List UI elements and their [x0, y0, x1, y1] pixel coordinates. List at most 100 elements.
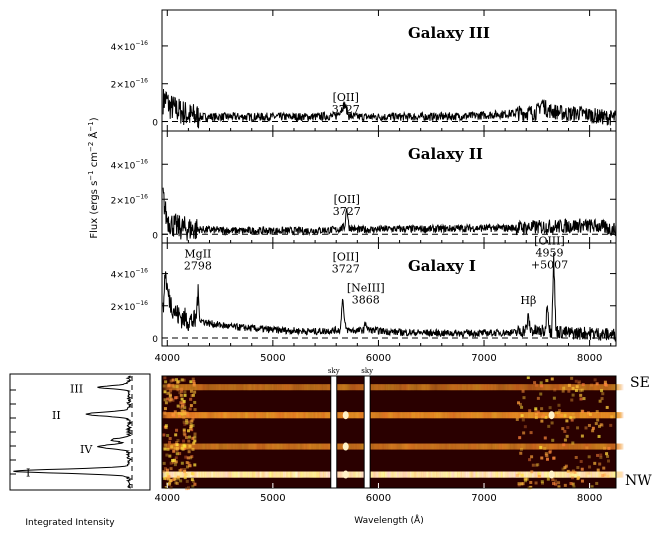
image-pixel	[417, 412, 426, 419]
image-pixel	[395, 443, 404, 450]
image-pixel	[374, 384, 383, 391]
image-noise	[174, 456, 178, 460]
image-pixel	[462, 443, 471, 450]
image-pixel	[584, 443, 593, 450]
image-pixel	[344, 384, 353, 391]
image-noise	[180, 389, 184, 393]
image-pixel	[194, 443, 203, 450]
image-noise	[188, 407, 192, 411]
image-pixel	[367, 443, 376, 450]
image-noise	[175, 452, 179, 456]
image-pixel	[564, 384, 573, 391]
line-label-name: Hβ	[520, 294, 536, 307]
image-pixel	[281, 412, 290, 419]
image-noise	[551, 438, 555, 442]
image-pixel	[367, 384, 376, 391]
image-pixel	[457, 412, 466, 419]
image-pixel	[413, 384, 422, 391]
image-noise	[599, 453, 603, 457]
image-pixel	[338, 443, 347, 450]
image-pixel	[391, 384, 400, 391]
image-noise	[191, 484, 195, 488]
image-pixel	[479, 412, 488, 419]
image-pixel	[377, 384, 386, 391]
image-pixel	[355, 443, 364, 450]
image-pixel	[325, 443, 334, 450]
image-noise	[571, 441, 575, 445]
image-noise	[590, 485, 594, 489]
image-pixel	[582, 443, 591, 450]
image-pixel	[232, 443, 241, 450]
image-pixel	[358, 384, 367, 391]
image-pixel	[480, 412, 489, 419]
image-pixel	[609, 384, 618, 391]
image-noise	[163, 411, 167, 415]
image-pixel	[563, 412, 572, 419]
image-pixel	[346, 443, 355, 450]
image-pixel	[302, 471, 311, 478]
image-pixel	[181, 384, 190, 391]
image-pixel	[262, 443, 271, 450]
profile-label: III	[70, 382, 83, 395]
image-pixel	[193, 412, 202, 419]
image-pixel	[514, 384, 523, 391]
image-pixel	[411, 443, 420, 450]
image-pixel	[602, 384, 611, 391]
image-noise	[560, 414, 564, 418]
image-pixel	[243, 384, 252, 391]
y-tick-label: 4×10−16	[111, 158, 149, 171]
image-pixel	[429, 412, 438, 419]
image-pixel	[400, 412, 409, 419]
image-pixel	[239, 412, 248, 419]
image-pixel	[526, 443, 535, 450]
image-noise	[185, 411, 189, 415]
image-pixel	[521, 443, 530, 450]
image-pixel	[459, 384, 468, 391]
image-pixel	[239, 384, 248, 391]
image-pixel	[269, 384, 278, 391]
image-pixel	[533, 384, 542, 391]
image-noise	[167, 477, 171, 481]
image-pixel	[221, 384, 230, 391]
image-noise	[183, 393, 187, 397]
image-noise	[586, 411, 590, 415]
image-pixel	[248, 443, 257, 450]
image-pixel	[397, 412, 406, 419]
image-pixel	[578, 443, 587, 450]
image-pixel	[292, 443, 301, 450]
image-pixel	[412, 443, 421, 450]
image-pixel	[481, 384, 490, 391]
image-pixel	[426, 384, 435, 391]
image-pixel	[204, 412, 213, 419]
image-pixel	[322, 443, 331, 450]
image-pixel	[407, 443, 416, 450]
image-pixel	[507, 412, 516, 419]
image-pixel	[431, 384, 440, 391]
image-pixel	[444, 443, 453, 450]
image-pixel	[482, 384, 491, 391]
image-pixel	[226, 412, 235, 419]
image-pixel	[371, 384, 380, 391]
image-pixel	[451, 384, 460, 391]
image-pixel	[380, 443, 389, 450]
image-pixel	[324, 384, 333, 391]
image-pixel	[417, 384, 426, 391]
image-pixel	[350, 412, 359, 419]
image-pixel	[571, 384, 580, 391]
image-noise	[595, 481, 599, 485]
image-pixel	[350, 443, 359, 450]
image-pixel	[357, 412, 366, 419]
image-pixel	[445, 443, 454, 450]
image-noise	[193, 435, 197, 439]
image-pixel	[384, 384, 393, 391]
image-pixel	[590, 443, 599, 450]
image-pixel	[261, 443, 270, 450]
image-pixel	[402, 412, 411, 419]
image-pixel	[308, 412, 317, 419]
image-pixel	[250, 443, 259, 450]
image-pixel	[526, 384, 535, 391]
image-pixel	[175, 471, 184, 478]
image-pixel	[213, 384, 222, 391]
image-noise	[519, 451, 523, 455]
image-pixel	[245, 384, 254, 391]
